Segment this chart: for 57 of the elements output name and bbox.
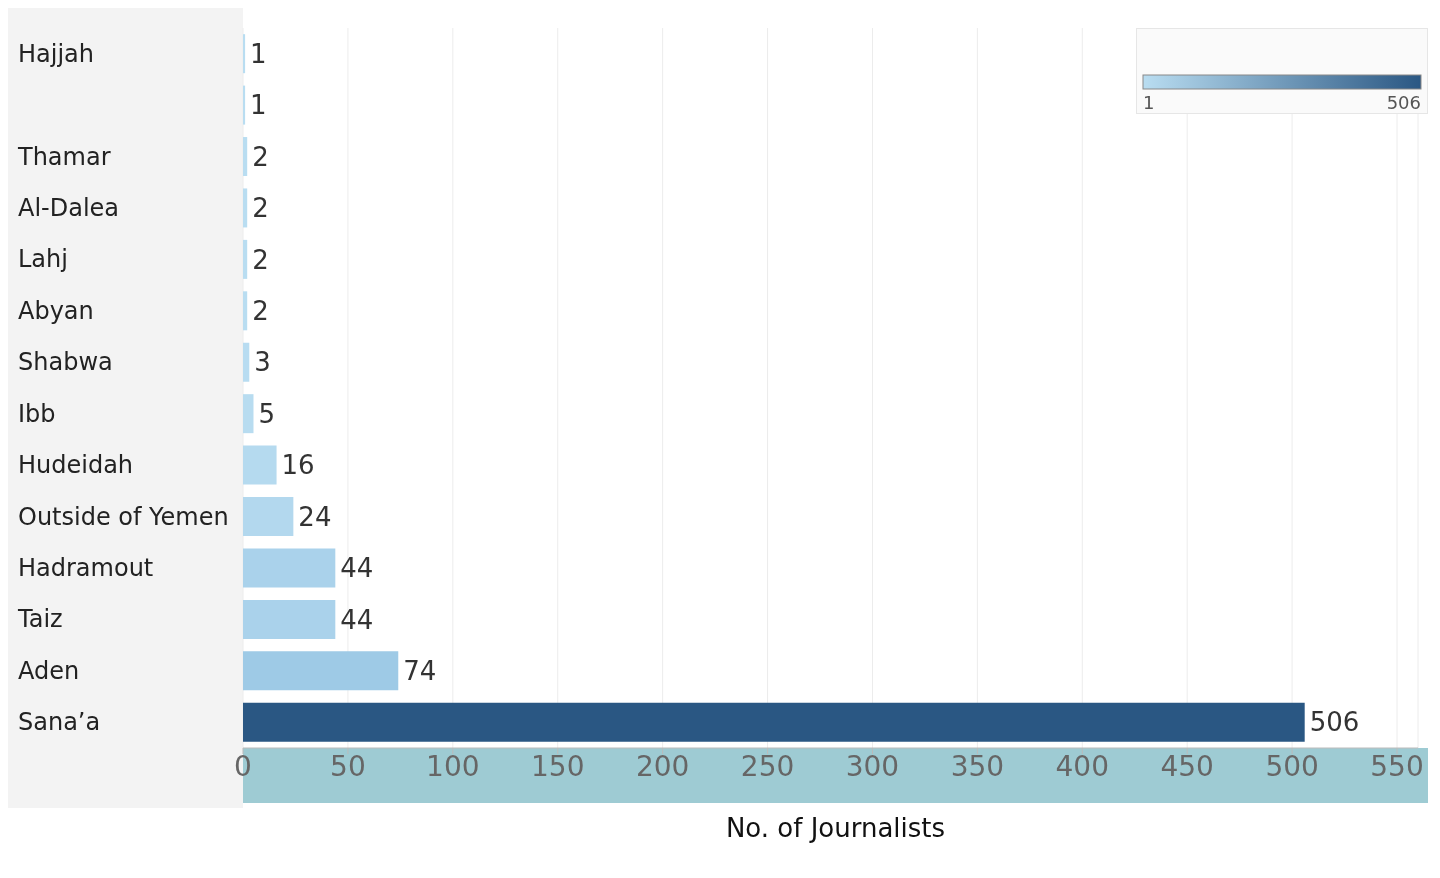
bar [243,342,250,382]
x-tick-label: 150 [531,749,585,783]
data-label: 2 [252,244,269,275]
x-axis-title: No. of Journalists [724,813,947,843]
annotation: 506 [1386,92,1421,113]
bar [243,445,277,485]
bar [243,291,248,331]
data-label: 3 [254,347,271,378]
y-tick-label: Hajjah [18,39,95,68]
y-tick-label: Thamar [17,142,111,171]
data-label: 74 [403,656,437,687]
x-tick-label: 350 [950,749,1005,783]
bar [243,548,336,588]
bar [243,34,246,74]
y-tick-label: Al-Dalea [18,194,120,222]
data-label: 506 [1309,707,1360,738]
data-label: 24 [298,501,332,532]
x-tick-label: 250 [740,749,795,783]
color-scale-legend: 1 506 [1136,28,1428,114]
x-tick-label: 300 [845,749,900,783]
y-tick-label: Taiz [17,605,63,634]
x-tick-label: 500 [1265,749,1319,783]
data-label: 2 [252,296,269,327]
y-tick-label: Hadramout [18,554,154,582]
bar [243,651,399,691]
data-label: 1 [250,38,267,69]
data-label: 1 [250,90,267,121]
y-tick-label: Lahj [18,245,68,274]
y-tick-label: Ibb [18,399,56,428]
bar [243,394,254,434]
x-tick-label: 100 [426,749,480,783]
annotation: 1 [1143,92,1155,113]
bar [243,702,1305,742]
y-tick-label: Shabwa [18,348,113,377]
bar [243,599,336,639]
data-label: 5 [258,398,276,429]
data-label: 44 [340,553,374,584]
bar [243,239,248,279]
bar [243,188,248,228]
data-label: 2 [252,193,269,224]
x-tick-label: 0 [234,749,252,783]
data-label: 16 [281,450,315,481]
x-tick-label: 450 [1160,749,1214,783]
x-tick-label: 200 [635,749,690,783]
data-label: 2 [252,141,269,172]
data-label: 44 [340,604,374,635]
y-tick-label: Hudeidah [18,451,134,480]
y-tick-label: Abyan [18,296,94,325]
x-tick-label: 50 [330,749,366,783]
bar [243,497,294,537]
x-tick-label: 550 [1370,749,1424,783]
y-tick-label: Sana’a [18,708,101,737]
bar [243,85,246,125]
y-tick-label: Aden [18,656,80,685]
y-tick-label: Outside of Yemen [18,502,229,531]
bar [243,137,248,177]
x-tick-label: 400 [1055,749,1110,783]
